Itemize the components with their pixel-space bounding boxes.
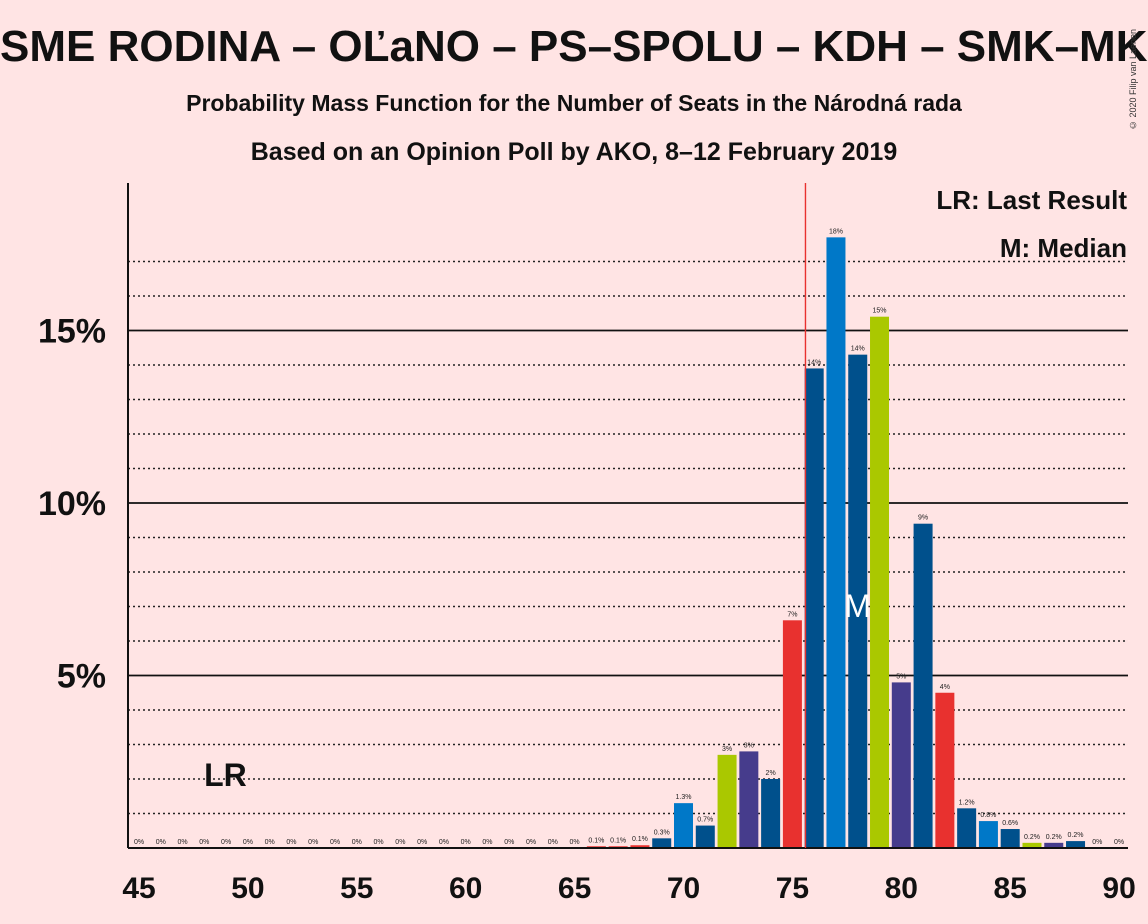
last-result-marker: LR [204,757,247,793]
bar-value-label: 0.1% [632,836,648,843]
bar-value-label: 0% [482,839,492,846]
x-tick-label: 65 [558,872,591,905]
bar-value-label: 2% [766,770,776,777]
bar-value-label: 0% [330,839,340,846]
gridlines [128,260,1128,815]
y-tick-label: 15% [38,313,106,351]
bar [848,354,868,848]
chart-subtitle: Probability Mass Function for the Number… [186,90,962,116]
bar [957,808,977,848]
bar [935,692,955,848]
bar-value-label: 0% [504,839,514,846]
bar [1000,829,1020,848]
bar [1044,842,1064,848]
bar-value-label: 0% [1114,839,1124,846]
bar-value-label: 0% [221,839,231,846]
median-marker: M [844,588,871,624]
legend-last-result: LR: Last Result [936,185,1127,215]
bar-value-label: 0.6% [1002,820,1018,827]
bar-value-label: 0% [177,839,187,846]
x-tick-label: 70 [667,872,700,905]
bar-value-label: 3% [744,742,754,749]
bar-value-label: 0% [395,839,405,846]
bar [804,368,824,848]
x-tick-label: 90 [1102,872,1135,905]
bar-value-label: 15% [873,308,887,315]
bar [717,754,737,848]
bar-value-label: 0% [417,839,427,846]
annotations: LR M LR: Last Result M: Median [204,183,1127,848]
x-tick-label: 80 [885,872,918,905]
bar [870,316,890,848]
bar [674,803,693,848]
bar-value-label: 0% [156,839,166,846]
bar-value-label: 1.3% [676,794,692,801]
bar-value-label: 0% [374,839,384,846]
bar-value-label: 0% [265,839,275,846]
bars [586,237,1086,849]
legend-median: M: Median [1000,233,1127,263]
bar-value-label: 0% [526,839,536,846]
bar-value-label: 0% [548,839,558,846]
bar-value-label: 1.2% [959,799,975,806]
bar [739,751,759,848]
bar-value-label: 0.2% [1046,834,1062,841]
bar-value-label: 0% [134,839,144,846]
bar-value-label: 0% [570,839,580,846]
x-tick-label: 85 [994,872,1027,905]
bar-value-label: 0.2% [1024,834,1040,841]
bar-value-label: 0.8% [980,812,996,819]
x-tick-label: 60 [449,872,482,905]
bar-value-label: 0.7% [697,817,713,824]
bar-value-label: 14% [851,346,865,353]
bar [1022,842,1042,848]
chart-subtitle-poll: Based on an Opinion Poll by AKO, 8–12 Fe… [250,138,898,166]
bar-value-label: 0% [1092,839,1102,846]
bar-value-label: 14% [807,359,821,366]
bar [913,523,933,848]
x-tick-label: 50 [231,872,264,905]
bar-value-label: 0% [199,839,209,846]
bar-value-label: 3% [722,746,732,753]
bar-value-label: 9% [918,515,928,522]
bar-value-label: 4% [940,684,950,691]
bar [652,838,672,848]
bar [630,845,650,848]
bar-value-label: 0.3% [654,829,670,836]
bar-value-label: 5% [896,673,906,680]
bar [826,237,846,849]
bar [695,825,715,848]
chart-title: SME RODINA – OĽaNO – PS–SPOLU – KDH – SM… [0,22,1148,71]
bar [761,779,781,848]
bar-value-label: 0% [461,839,471,846]
bar-value-label: 0% [439,839,449,846]
bar-value-label: 0.1% [588,837,604,844]
bar-value-label: 0% [286,839,296,846]
y-tick-label: 5% [57,658,106,696]
bar-value-label: 0% [308,839,318,846]
bar-value-label: 18% [829,228,843,235]
axes: 5% 10% 15% 45 50 55 60 65 70 75 80 85 90 [38,183,1136,905]
bar [891,682,911,848]
bar [978,821,998,848]
y-tick-label: 10% [38,485,106,523]
x-tick-label: 75 [776,872,809,905]
bar-value-label: 0% [243,839,253,846]
bar [782,620,802,848]
bar-value-label: 0.1% [610,837,626,844]
x-tick-label: 55 [340,872,373,905]
bar-labels: 0% 0% 0% 0% 0% 0% 0% 0% 0% 0% 0% 0% 0% 0% 0% 0% 0% 0% 0% 0%… [134,228,1124,846]
bar-value-label: 7% [787,611,797,618]
bar-value-label: 0.2% [1068,832,1084,839]
bar [1066,841,1086,848]
x-tick-label: 45 [122,872,155,905]
bar-value-label: 0% [352,839,362,846]
